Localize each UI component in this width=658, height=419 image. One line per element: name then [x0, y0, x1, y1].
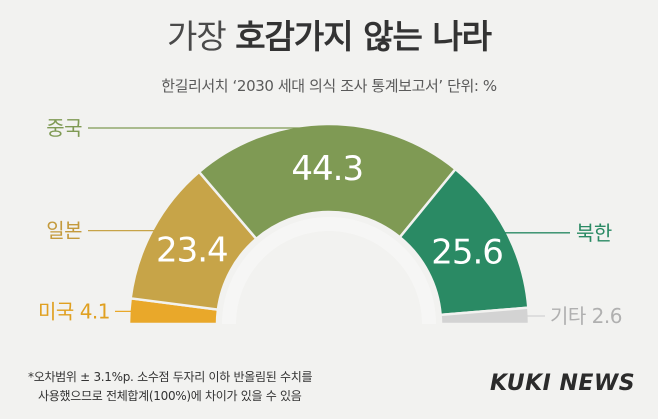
value-label-2: 44.3 [291, 149, 363, 189]
chart-subtitle: 한길리서치 ‘2030 세대 의식 조사 통계보고서’ 단위: % [161, 77, 497, 95]
segment-4 [439, 306, 531, 326]
value-label-3: 25.6 [431, 232, 503, 272]
leader-lines [88, 127, 570, 317]
value-label-1: 23.4 [156, 231, 228, 271]
category-label-3: 북한 [576, 221, 612, 245]
category-label-4: 기타 2.6 [550, 304, 622, 328]
category-label-2: 중국 [46, 116, 82, 140]
footnote-line-1: *오차범위 ± 3.1%p. 소수점 두자리 이하 반올림된 수치를 [28, 370, 313, 384]
title-light: 가장 [166, 17, 227, 56]
segments [127, 122, 531, 326]
footnote-line-2: 사용했으므로 전체합계(100%)에 차이가 있을 수 있음 [38, 389, 302, 403]
category-label-1: 일본 [46, 219, 82, 243]
inner-ring-shadow [222, 217, 436, 325]
category-label-0: 미국 4.1 [38, 299, 110, 323]
title-bold: 호감가지 않는 나라 [235, 17, 492, 56]
chart-title: 가장 호감가지 않는 나라 [0, 10, 658, 58]
segment-2 [197, 122, 458, 241]
footnote: *오차범위 ± 3.1%p. 소수점 두자리 이하 반올림된 수치를 사용했으므… [28, 368, 313, 406]
kuki-news-logo: KUKI NEWS [490, 371, 636, 396]
